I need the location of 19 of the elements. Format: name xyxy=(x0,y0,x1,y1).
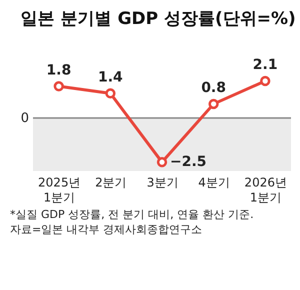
x-tick-label: 2026년 1분기 xyxy=(244,176,287,204)
point xyxy=(105,88,116,98)
data-label: 1.8 xyxy=(46,62,72,78)
x-tick-label: 4분기 xyxy=(198,176,230,190)
point xyxy=(208,98,219,110)
x-tick-label: 2분기 xyxy=(95,176,127,190)
x-tick-label: 2025년 1분기 xyxy=(38,176,81,204)
text: 자료=일본 내각부 경제사회종합연구소 xyxy=(10,222,204,237)
text: *실질 GDP 성장률, 전 분기 대비, 연율 환산 기준. xyxy=(10,207,255,222)
point xyxy=(156,157,168,168)
data-label: 0.8 xyxy=(201,80,226,96)
data-label: 1.4 xyxy=(98,69,124,86)
point xyxy=(54,81,64,92)
x-tick-label: 3분기 xyxy=(146,176,178,190)
point xyxy=(260,76,270,86)
ref-line-label: 0 xyxy=(20,111,29,126)
chart-title: 일본 분기별 GDP 성장률(단위=%) xyxy=(20,9,296,29)
data-label: −2.5 xyxy=(170,154,207,170)
data-label: 2.1 xyxy=(252,57,278,73)
